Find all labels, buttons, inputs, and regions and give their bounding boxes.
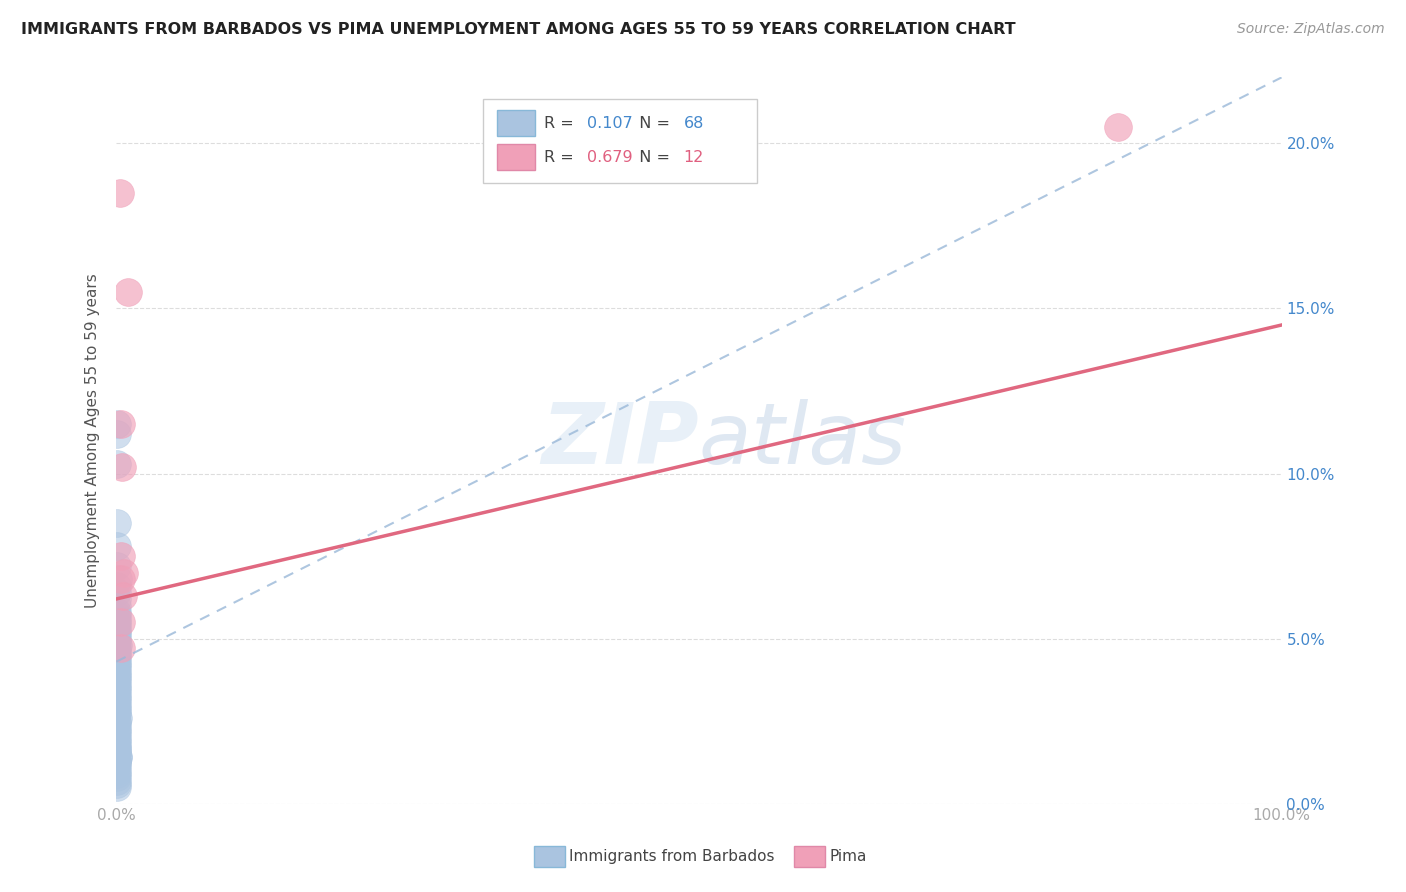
Bar — [498, 110, 534, 136]
Point — [105, 760, 128, 774]
Point — [105, 645, 128, 659]
Text: N =: N = — [628, 150, 675, 165]
Point — [489, 153, 512, 167]
Point — [107, 704, 129, 718]
Text: N =: N = — [628, 116, 675, 131]
Point — [107, 615, 129, 629]
Point — [117, 285, 139, 299]
Point — [105, 694, 128, 708]
Point — [105, 780, 128, 794]
Text: Immigrants from Barbados: Immigrants from Barbados — [569, 849, 775, 863]
Point — [105, 605, 128, 619]
Point — [107, 657, 129, 672]
FancyBboxPatch shape — [484, 99, 758, 183]
Point — [105, 457, 128, 471]
Point — [105, 648, 128, 662]
Point — [105, 767, 128, 781]
Point — [105, 651, 128, 665]
Text: 68: 68 — [683, 116, 704, 131]
Point — [105, 426, 128, 441]
Point — [105, 734, 128, 748]
Point — [105, 747, 128, 761]
Text: R =: R = — [544, 116, 579, 131]
Text: 0.679: 0.679 — [588, 150, 633, 165]
Point — [105, 757, 128, 772]
Point — [105, 632, 128, 646]
Point — [107, 721, 129, 735]
Point — [105, 585, 128, 599]
Point — [105, 773, 128, 788]
Text: 12: 12 — [683, 150, 704, 165]
Point — [107, 655, 129, 669]
Point — [105, 714, 128, 728]
Point — [107, 572, 129, 586]
Point — [107, 638, 129, 652]
Point — [108, 186, 131, 200]
Point — [107, 740, 129, 755]
Point — [105, 717, 128, 731]
Point — [105, 612, 128, 626]
Point — [105, 671, 128, 685]
Text: atlas: atlas — [699, 399, 907, 482]
Point — [105, 698, 128, 712]
Point — [105, 727, 128, 741]
Point — [110, 641, 132, 656]
Point — [1107, 120, 1129, 134]
Point — [107, 608, 129, 623]
Point — [107, 750, 129, 764]
Point — [105, 665, 128, 679]
Text: IMMIGRANTS FROM BARBADOS VS PIMA UNEMPLOYMENT AMONG AGES 55 TO 59 YEARS CORRELAT: IMMIGRANTS FROM BARBADOS VS PIMA UNEMPLO… — [21, 22, 1015, 37]
Point — [105, 754, 128, 768]
Point — [107, 622, 129, 636]
Point — [105, 764, 128, 778]
Point — [105, 516, 128, 530]
Point — [107, 711, 129, 725]
Point — [105, 754, 128, 768]
Point — [105, 731, 128, 745]
Point — [107, 558, 129, 573]
Point — [105, 624, 128, 639]
Point — [112, 589, 135, 603]
Point — [105, 674, 128, 689]
Text: R =: R = — [544, 150, 579, 165]
Point — [107, 579, 129, 593]
Point — [105, 618, 128, 632]
Point — [110, 417, 132, 431]
Point — [105, 691, 128, 706]
Point — [105, 701, 128, 715]
Point — [105, 678, 128, 692]
Point — [105, 737, 128, 751]
Point — [105, 661, 128, 675]
Point — [105, 688, 128, 702]
Point — [111, 459, 134, 474]
Text: Pima: Pima — [830, 849, 868, 863]
Point — [105, 599, 128, 613]
Text: 0.107: 0.107 — [588, 116, 633, 131]
Point — [107, 750, 129, 764]
Point — [110, 549, 132, 563]
Point — [107, 641, 129, 656]
Bar — [498, 145, 534, 169]
Y-axis label: Unemployment Among Ages 55 to 59 years: Unemployment Among Ages 55 to 59 years — [86, 273, 100, 608]
Point — [107, 628, 129, 642]
Point — [105, 744, 128, 758]
Text: ZIP: ZIP — [541, 399, 699, 482]
Point — [105, 668, 128, 682]
Text: Source: ZipAtlas.com: Source: ZipAtlas.com — [1237, 22, 1385, 37]
Point — [105, 777, 128, 791]
Point — [105, 724, 128, 739]
Point — [105, 770, 128, 784]
Point — [107, 539, 129, 553]
Point — [105, 681, 128, 695]
Point — [105, 707, 128, 722]
Point — [110, 572, 132, 586]
Point — [107, 591, 129, 606]
Point — [105, 740, 128, 755]
Point — [112, 566, 135, 580]
Point — [105, 635, 128, 649]
Point — [105, 417, 128, 431]
Point — [110, 615, 132, 629]
Point — [107, 684, 129, 698]
